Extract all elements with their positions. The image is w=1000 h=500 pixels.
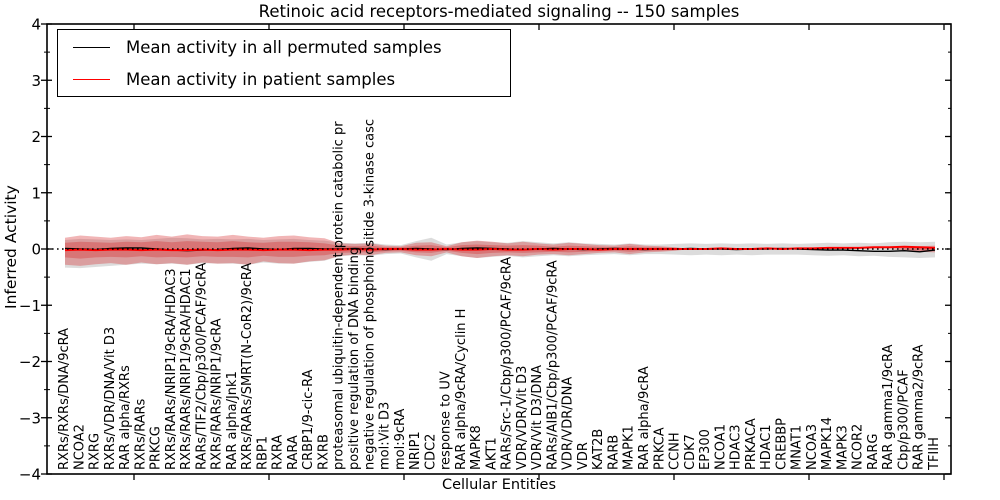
x-tick-label: RXRG — [88, 433, 103, 470]
y-tick-labels: 4 3 2 1 0 −1 −2 −3 −4 — [19, 16, 41, 484]
x-tick-label: RXRs/RXRs/DNA/9cRA — [57, 328, 72, 470]
x-tick-label: MAPK8 — [469, 425, 484, 470]
x-tick-label: CDK7 — [683, 434, 698, 470]
x-tick-label: RXRs/RARs/NRIP1/9cRA/HDAC1 — [179, 268, 194, 470]
x-tick-label: MAPK14 — [820, 417, 835, 470]
x-tick-label: RAR gamma1/9cRA — [881, 344, 896, 470]
x-tick-label: VDR/Vit D3/DNA — [530, 365, 545, 470]
x-tick-label: RARA — [286, 435, 301, 470]
x-tick-label: RAR alpha/RXRs — [118, 365, 133, 470]
x-tick-label: CREBBP — [774, 418, 789, 470]
x-tick-label: TFIIH — [927, 437, 942, 471]
x-tick-label: RXRs/RARs — [133, 398, 148, 470]
y-tick-label: −2 — [19, 353, 41, 371]
x-tick-label: RARB — [606, 435, 621, 470]
x-tick-label: RXRs/RARs/SMRT(N-CoR2)/9cRA — [240, 263, 255, 470]
x-tick-label: HDAC1 — [759, 424, 774, 470]
x-tick-label: RBP1 — [255, 436, 270, 470]
x-tick-label: KAT2B — [591, 429, 606, 470]
x-tick-label: RXRs/VDR/DNA/Vit D3 — [103, 327, 118, 470]
x-tick-label: RAR alpha/9cRA/Cyclin H — [454, 309, 469, 470]
legend-label: Mean activity in patient samples — [126, 69, 396, 89]
x-tick-label: PRKCG — [149, 426, 164, 470]
x-tick-label: MAPK1 — [622, 425, 637, 470]
legend-box: Mean activity in all permuted samples Me… — [57, 29, 511, 97]
x-tick-label: NCOR2 — [851, 424, 866, 470]
y-tick-label: −1 — [19, 297, 41, 315]
y-tick-label: 1 — [31, 184, 41, 202]
axes-frame — [46, 23, 952, 475]
x-tick-label: AKT1 — [484, 437, 499, 470]
x-tick-label: RAR gamma2/9cRA — [912, 344, 927, 470]
x-tick-label: RAR alpha/9cRA — [637, 366, 652, 470]
x-tick-label: RAR alpha/Jnk1 — [225, 371, 240, 470]
x-tick-label: RXRB — [316, 434, 331, 470]
x-tick-label: MNAT1 — [790, 425, 805, 470]
y-tick-label: −3 — [19, 409, 41, 427]
x-tick-label: Cbp/p300/PCAF — [896, 369, 911, 470]
x-tick-label: response to UV — [439, 371, 454, 470]
x-tick-label: NRIP1 — [408, 431, 423, 470]
x-tick-label: VDR/VDR/DNA — [561, 377, 576, 470]
x-tick-label: HDAC3 — [729, 424, 744, 470]
permuted-samples-range-band — [65, 237, 935, 269]
x-tick-label: negative regulation of phosphoinositide … — [362, 119, 377, 470]
x-tick-label: CCNH — [668, 432, 683, 470]
legend-item-permuted: Mean activity in all permuted samples — [58, 31, 510, 63]
y-axis-label: Inferred Activity — [2, 185, 20, 309]
x-tick-label: CDC2 — [423, 434, 438, 470]
x-tick-label: RARs/AIB1/Cbp/p300/PCAF/9cRA — [545, 260, 560, 470]
y-tick-label: 3 — [31, 72, 41, 90]
x-tick-label: VDR — [576, 442, 591, 470]
x-tick-label: RXRs/RARs/NRIP1/9cRA — [210, 318, 225, 470]
x-tick-label: NCOA1 — [713, 424, 728, 470]
y-tick-label: 4 — [31, 16, 41, 34]
mean-lines — [47, 245, 951, 253]
x-tick-label: RXRs/RARs/NRIP1/9cRA/HDAC3 — [164, 268, 179, 470]
x-tick-label: PRKCA — [652, 427, 667, 470]
x-tick-label: CRBP1/9-cic-RA — [301, 369, 316, 470]
x-tick-label: RXRA — [271, 435, 286, 470]
y-tick-label: −4 — [19, 466, 41, 484]
legend-item-patient: Mean activity in patient samples — [58, 63, 510, 95]
x-tick-label: MAPK3 — [835, 425, 850, 470]
x-tick-labels: RXRs/RXRs/DNA/9cRA NCOA2 RXRG RXRs/VDR/DNA/… — [57, 119, 942, 471]
x-tick-label: positive regulation of DNA binding — [347, 247, 362, 470]
permuted-line-swatch — [73, 46, 110, 48]
x-tick-label: PRKACA — [744, 418, 759, 470]
y-tick-label: 2 — [31, 128, 41, 146]
x-tick-label: NCOA3 — [805, 424, 820, 470]
x-tick-label: proteasomal ubiquitin-dependent protein … — [332, 121, 347, 470]
x-tick-label: NCOA2 — [72, 424, 87, 470]
x-axis-label: Cellular Entities — [441, 477, 557, 493]
x-tick-label: EP300 — [698, 429, 713, 470]
x-tick-label: mol:Vit D3 — [378, 402, 393, 470]
mean-line-1 — [64, 245, 936, 252]
x-tick-label: mol:9cRA — [393, 408, 408, 470]
x-tick-label: RARG — [866, 433, 881, 470]
patient-line-swatch — [73, 78, 110, 80]
x-tick-label: RARs/Src-1/Cbp/p300/PCAF/9cRA — [500, 257, 515, 470]
x-tick-label: RARs/TIF2/Cbp/p300/PCAF/9cRA — [194, 263, 209, 470]
y-tick-label: 0 — [31, 241, 41, 259]
legend-label: Mean activity in all permuted samples — [126, 37, 442, 57]
chart-title: Retinoic acid receptors-mediated signali… — [258, 2, 740, 21]
x-tick-label: VDR/VDR/Vit D3 — [515, 366, 530, 470]
